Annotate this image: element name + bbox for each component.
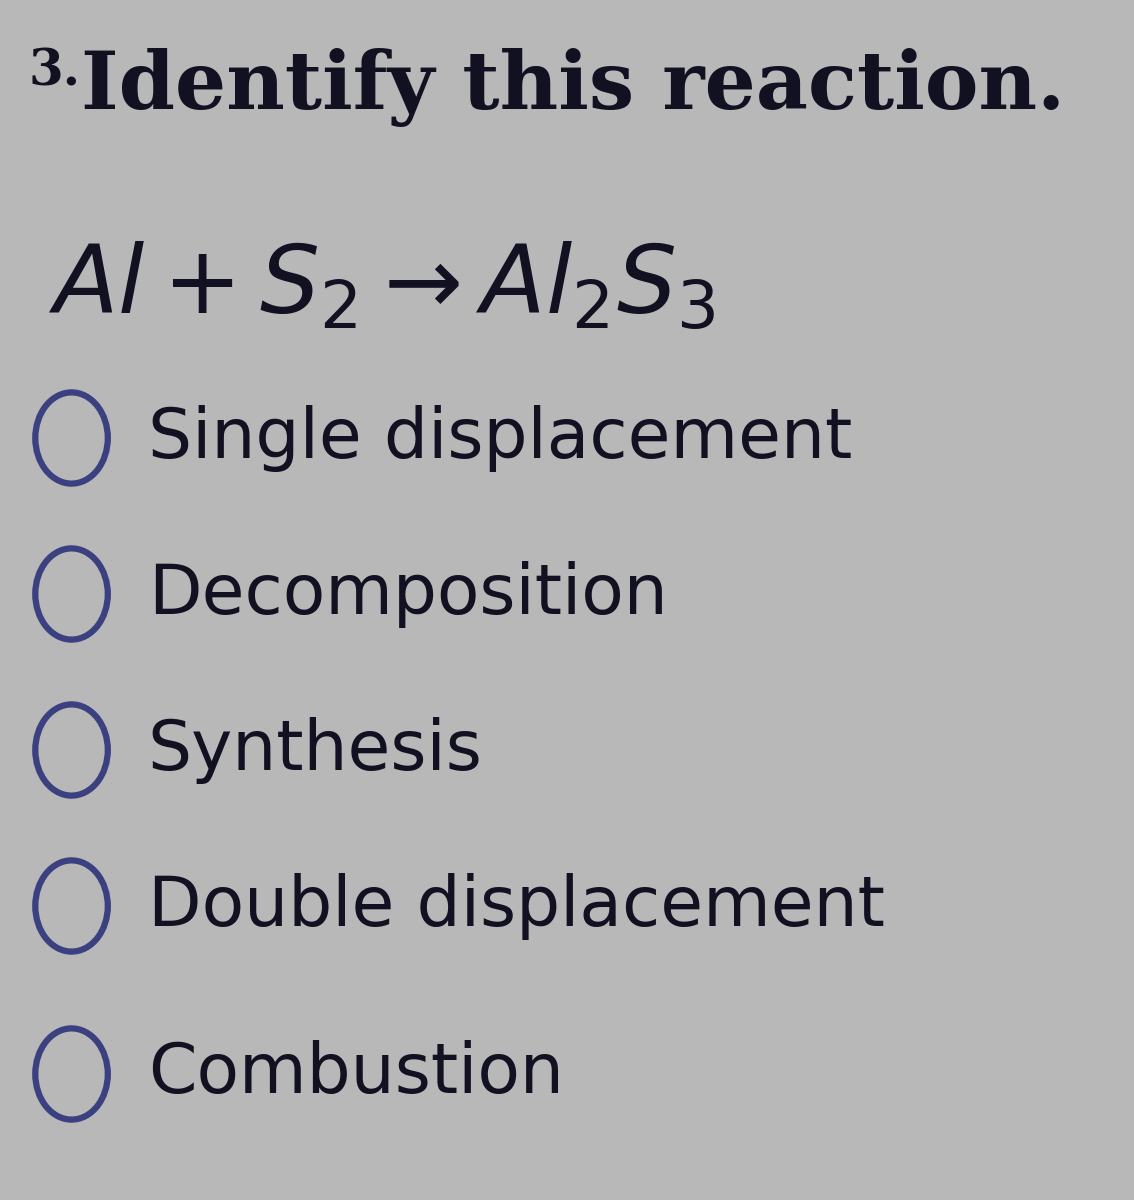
Text: Decomposition: Decomposition bbox=[147, 560, 668, 628]
Text: Identify this reaction.: Identify this reaction. bbox=[82, 48, 1065, 127]
Text: 3.: 3. bbox=[28, 48, 81, 97]
Text: Synthesis: Synthesis bbox=[147, 716, 483, 784]
Text: $\mathbf{\mathit{Al + S_2 \rightarrow Al_2S_3}}$: $\mathbf{\mathit{Al + S_2 \rightarrow Al… bbox=[48, 240, 714, 332]
Text: Single displacement: Single displacement bbox=[147, 404, 852, 472]
Text: Double displacement: Double displacement bbox=[147, 872, 885, 940]
Text: Combustion: Combustion bbox=[147, 1040, 564, 1108]
